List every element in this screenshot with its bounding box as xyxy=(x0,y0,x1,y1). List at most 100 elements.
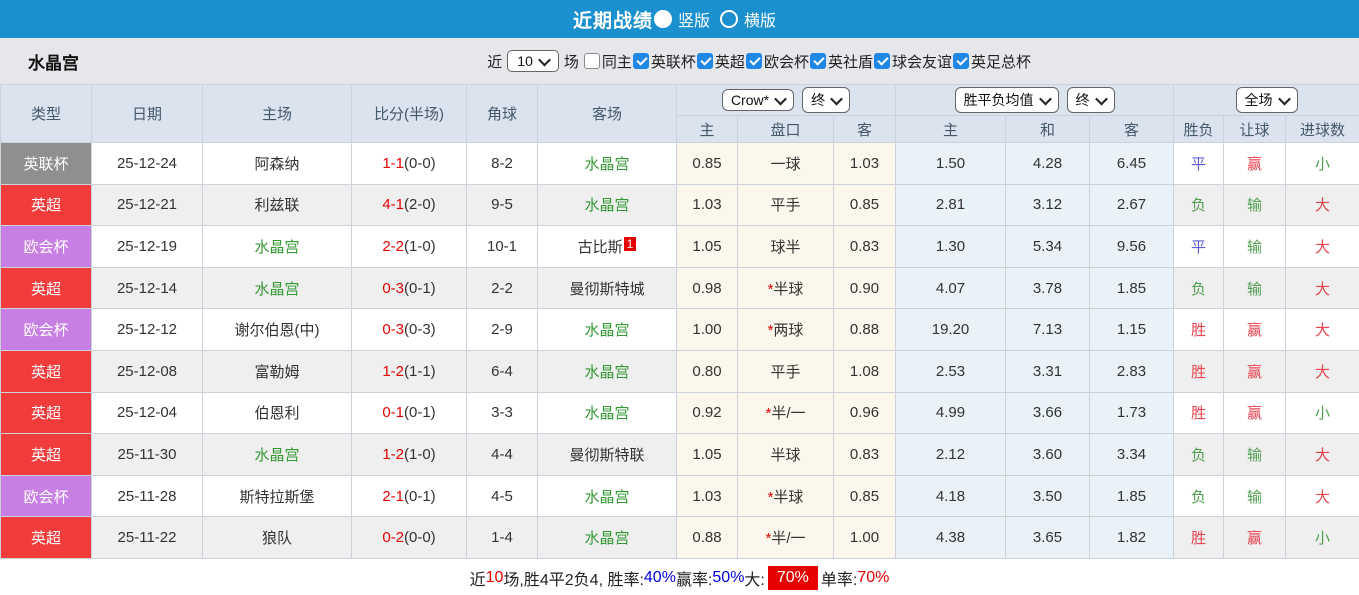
league-cell: 英联杯 xyxy=(0,142,92,185)
handicap-line-text: 半/一 xyxy=(771,405,806,423)
corners-cell: 9-5 xyxy=(466,183,538,227)
result-scope-select[interactable]: 全场 xyxy=(1235,87,1298,113)
handicap-line-text: 半球 xyxy=(773,280,804,298)
result-goals: 小 xyxy=(1285,142,1359,185)
filter-checkbox-2[interactable] xyxy=(696,53,713,69)
odds-group-header: 胜平负均值 终 xyxy=(895,84,1175,116)
odds-period-value: 终 xyxy=(1075,92,1090,108)
fulltime-score: 0-3 xyxy=(382,279,404,297)
games-label: 场 xyxy=(563,53,579,71)
home-team-cell: 阿森纳 xyxy=(202,142,352,185)
away-team-cell: 古比斯 1 xyxy=(537,225,677,268)
filter-checkbox-6[interactable] xyxy=(952,53,969,69)
corners-cell: 3-3 xyxy=(466,391,538,435)
handicap-line: *半球 xyxy=(737,266,834,310)
odds-draw: 3.60 xyxy=(1005,433,1091,476)
odds-company-select[interactable]: 胜平负均值 xyxy=(954,87,1059,113)
odds-draw: 3.66 xyxy=(1005,391,1091,435)
col-header-date: 日期 xyxy=(91,84,203,143)
summary-segment: 场,胜4平2负4, 胜率: xyxy=(503,572,644,590)
filter-checkbox-item-2: 英超 xyxy=(696,51,745,72)
away-team-name: 古比斯 xyxy=(577,238,623,256)
result-goals: 大 xyxy=(1285,225,1359,268)
date-cell: 25-12-19 xyxy=(91,225,203,268)
filter-checkbox-item-4: 英社盾 xyxy=(809,51,873,72)
handicap-home-odds: 0.80 xyxy=(676,349,738,393)
handicap-period-select[interactable]: 终 xyxy=(802,87,851,113)
fulltime-score: 1-2 xyxy=(382,445,404,463)
col-header-score: 比分(半场) xyxy=(351,84,467,143)
handicap-line-text: 半球 xyxy=(773,488,804,506)
odds-home: 4.07 xyxy=(895,266,1007,310)
team-name: 水晶宫 xyxy=(28,53,79,73)
subheader-eu-home: 主 xyxy=(895,115,1007,143)
odds-away: 1.85 xyxy=(1089,266,1175,310)
odds-draw: 3.78 xyxy=(1005,266,1091,310)
handicap-away-odds: 1.08 xyxy=(832,349,897,393)
halftime-score: (0-0) xyxy=(404,154,436,172)
subheader-hc-away: 客 xyxy=(832,115,897,143)
result-handicap: 输 xyxy=(1223,225,1287,268)
filter-checkbox-item-1: 英联杯 xyxy=(632,51,696,72)
score-cell: 0-3(0-1) xyxy=(351,266,467,310)
table-row: 英超 25-12-14 水晶宫 0-3(0-1) 2-2 曼彻斯特城 0.98 *半球 0.90… xyxy=(0,266,1359,310)
handicap-home-odds: 1.00 xyxy=(676,308,738,351)
odds-away: 3.34 xyxy=(1089,433,1175,476)
summary-segment: 70% xyxy=(767,566,818,591)
layout-radio-horizontal[interactable] xyxy=(720,10,738,28)
date-cell: 25-12-21 xyxy=(91,183,203,227)
score-cell: 0-2(0-0) xyxy=(351,516,467,559)
handicap-home-odds: 0.92 xyxy=(676,391,738,435)
handicap-line: 平手 xyxy=(737,183,834,227)
handicap-line-text: 平手 xyxy=(770,197,801,215)
league-cell: 英超 xyxy=(0,391,92,435)
result-group-header: 全场 xyxy=(1173,84,1359,116)
subheader-hc-home: 主 xyxy=(676,115,738,143)
date-cell: 25-12-04 xyxy=(91,391,203,435)
subheader-goals: 进球数 xyxy=(1285,115,1359,143)
chevron-down-icon xyxy=(538,53,551,66)
handicap-line: *半球 xyxy=(737,474,834,518)
summary-segment: 40% xyxy=(643,569,676,587)
handicap-line: *半/一 xyxy=(737,391,834,435)
filter-checkbox-label: 英超 xyxy=(714,53,745,71)
filter-checkbox-item-6: 英足总杯 xyxy=(952,51,1031,72)
handicap-away-odds: 0.96 xyxy=(832,391,897,435)
halftime-score: (0-3) xyxy=(404,321,436,339)
summary-segment: 70% xyxy=(857,569,890,587)
rank-badge: 1 xyxy=(623,236,637,251)
result-goals: 大 xyxy=(1285,433,1359,476)
filter-checkbox-4[interactable] xyxy=(809,53,826,69)
filter-checkbox-1[interactable] xyxy=(632,53,649,69)
handicap-line-text: 一球 xyxy=(770,155,801,173)
filter-checkbox-label: 英足总杯 xyxy=(970,53,1031,71)
handicap-company-value: Crow* xyxy=(730,92,770,108)
result-handicap: 赢 xyxy=(1223,142,1287,185)
handicap-company-select[interactable]: Crow* xyxy=(721,89,795,111)
filter-checkbox-3[interactable] xyxy=(745,53,762,69)
col-header-type: 类型 xyxy=(0,84,92,143)
score-cell: 2-1(0-1) xyxy=(351,474,467,518)
subheader-eu-draw: 和 xyxy=(1005,115,1091,143)
score-cell: 2-2(1-0) xyxy=(351,225,467,268)
handicap-period-value: 终 xyxy=(811,92,826,108)
handicap-away-odds: 0.83 xyxy=(832,225,897,268)
recent-count-select[interactable]: 10 xyxy=(507,50,559,72)
odds-draw: 3.65 xyxy=(1005,516,1091,559)
away-team-cell: 水晶宫 xyxy=(537,474,677,518)
date-cell: 25-12-14 xyxy=(91,266,203,310)
table-row: 英超 25-12-04 伯恩利 0-1(0-1) 3-3 水晶宫 0.92 *半/一 0.96 4… xyxy=(0,391,1359,435)
chevron-down-icon xyxy=(830,92,843,105)
home-team-cell: 利兹联 xyxy=(202,183,352,227)
title-bar: 近期战绩 竖版 横版 xyxy=(0,0,1359,38)
handicap-away-odds: 0.85 xyxy=(832,474,897,518)
filter-checkbox-0[interactable] xyxy=(583,53,600,69)
layout-radio-vertical[interactable] xyxy=(653,10,672,28)
away-team-cell: 水晶宫 xyxy=(537,516,677,559)
filter-checkbox-5[interactable] xyxy=(873,53,890,69)
handicap-home-odds: 1.03 xyxy=(676,474,738,518)
filter-checkbox-item-3: 欧会杯 xyxy=(745,51,809,72)
result-handicap: 赢 xyxy=(1223,516,1287,559)
handicap-home-odds: 0.98 xyxy=(676,266,738,310)
odds-period-select[interactable]: 终 xyxy=(1066,87,1115,113)
